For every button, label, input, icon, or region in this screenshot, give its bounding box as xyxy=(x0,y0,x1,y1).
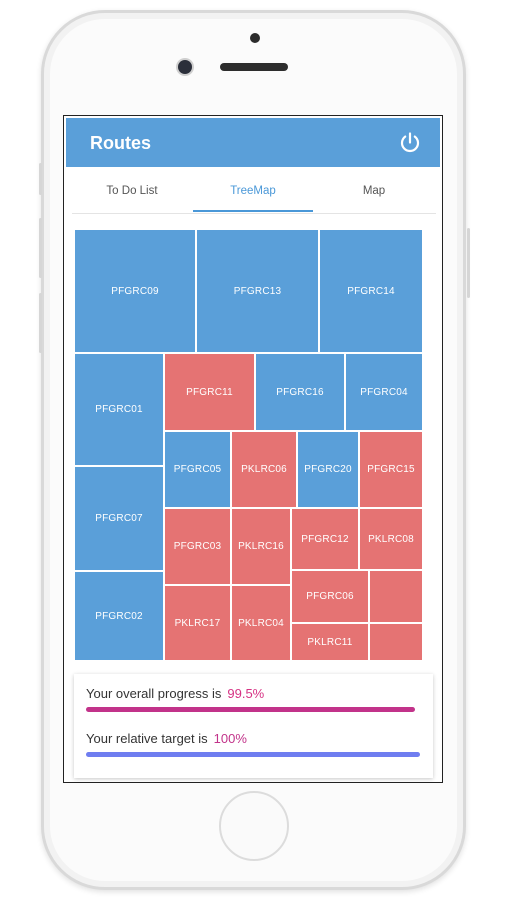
treemap-cell[interactable]: PFGRC15 xyxy=(359,431,423,508)
treemap-cell[interactable]: PFGRC07 xyxy=(74,466,164,571)
treemap-cell[interactable]: PKLRC04 xyxy=(231,585,291,661)
volume-down-button xyxy=(39,293,42,353)
treemap-cell[interactable]: PKLRC17 xyxy=(164,585,231,661)
treemap-cell[interactable]: PFGRC13 xyxy=(196,229,319,353)
mute-switch xyxy=(39,163,42,195)
overall-progress-bar xyxy=(86,707,417,712)
active-tab-indicator xyxy=(193,210,313,212)
treemap-cell[interactable]: PFGRC16 xyxy=(255,353,345,431)
treemap-cell[interactable]: PFGRC05 xyxy=(164,431,231,508)
treemap-cell[interactable]: PFGRC12 xyxy=(291,508,359,570)
treemap-cell[interactable]: PKLRC06 xyxy=(231,431,297,508)
treemap-cell[interactable]: PFGRC14 xyxy=(319,229,423,353)
route-treemap: PFGRC09 PFGRC13 PFGRC14 PFGRC01 PFGRC11 PFGRC… xyxy=(74,229,423,661)
relative-target-fill xyxy=(86,752,420,757)
tab-bar: To Do List TreeMap Map xyxy=(72,169,436,214)
progress-card: Your overall progress is 99.5% Your relat… xyxy=(74,674,433,778)
overall-progress-value: 99.5% xyxy=(227,686,265,701)
treemap-cell[interactable]: PFGRC06 xyxy=(291,570,369,623)
top-camera xyxy=(250,33,260,43)
treemap-cell[interactable]: PFGRC03 xyxy=(164,508,231,585)
front-camera xyxy=(178,60,192,74)
relative-target-label: Your relative target is xyxy=(86,731,208,746)
treemap-cell[interactable]: PFGRC02 xyxy=(74,571,164,661)
tab-treemap[interactable]: TreeMap xyxy=(230,185,276,197)
power-side-button xyxy=(467,228,470,298)
tab-todo-list[interactable]: To Do List xyxy=(106,185,158,197)
home-button[interactable] xyxy=(219,791,289,861)
app-screen: Routes To Do List TreeMap Map PFGRC09 PFG… xyxy=(63,115,443,783)
app-bar: Routes xyxy=(66,118,440,167)
overall-progress-fill xyxy=(86,707,416,712)
volume-up-button xyxy=(39,218,42,278)
treemap-cell[interactable] xyxy=(369,623,423,661)
treemap-cell[interactable]: PFGRC09 xyxy=(74,229,196,353)
earpiece-speaker xyxy=(220,63,288,71)
relative-target-value: 100% xyxy=(213,731,247,746)
treemap-cell[interactable]: PFGRC04 xyxy=(345,353,423,431)
tab-map[interactable]: Map xyxy=(362,185,386,197)
treemap-cell[interactable]: PFGRC11 xyxy=(164,353,255,431)
power-icon[interactable] xyxy=(398,131,422,155)
relative-target-bar xyxy=(86,752,420,757)
treemap-cell[interactable]: PFGRC01 xyxy=(74,353,164,466)
relative-target-row: Your relative target is 100% xyxy=(86,731,247,746)
treemap-cell[interactable]: PKLRC08 xyxy=(359,508,423,570)
overall-progress-row: Your overall progress is 99.5% xyxy=(86,686,264,701)
overall-progress-label: Your overall progress is xyxy=(86,686,222,701)
treemap-cell[interactable]: PKLRC11 xyxy=(291,623,369,661)
app-title: Routes xyxy=(90,133,152,153)
treemap-cell[interactable] xyxy=(369,570,423,623)
treemap-cell[interactable]: PFGRC20 xyxy=(297,431,359,508)
treemap-cell[interactable]: PKLRC16 xyxy=(231,508,291,585)
